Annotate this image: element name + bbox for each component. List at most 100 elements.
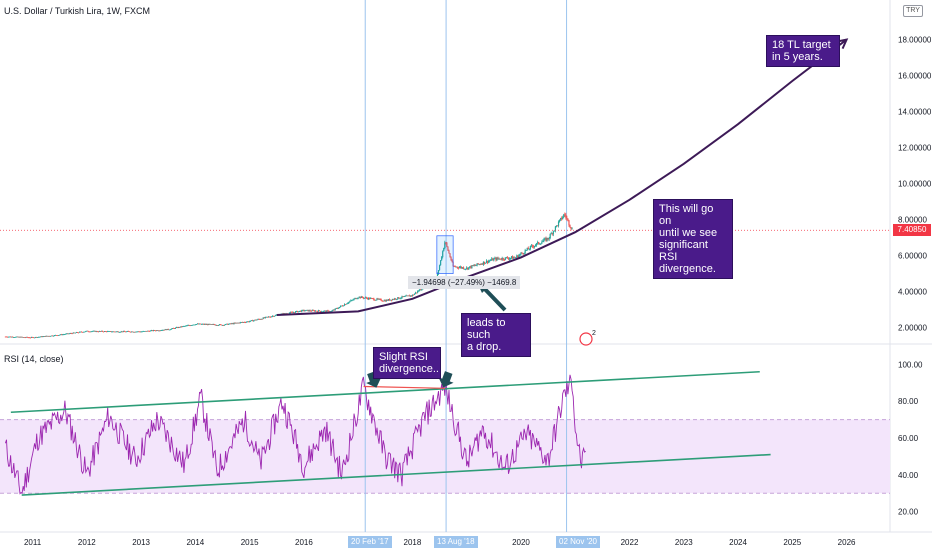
candle-body <box>243 322 246 323</box>
candle-body <box>494 257 496 259</box>
candle-body <box>197 323 200 325</box>
candle-body <box>419 289 421 291</box>
candle-body <box>199 323 202 325</box>
candle-body <box>454 266 456 268</box>
candle-body <box>532 246 535 248</box>
candle-body <box>132 331 134 333</box>
candle-body <box>161 330 163 331</box>
candle-body <box>126 331 129 332</box>
price-tick-label: 2.00000 <box>898 324 927 333</box>
time-tick-label: 2026 <box>838 538 856 547</box>
candle-body <box>145 330 147 332</box>
candle-body <box>449 253 451 258</box>
candle-body <box>377 298 379 300</box>
candle-body <box>376 298 378 300</box>
candle-body <box>385 299 387 302</box>
candle-body <box>139 331 141 333</box>
candle-body <box>492 258 494 261</box>
candle-body <box>399 298 401 300</box>
candle-body <box>500 259 502 261</box>
candle-body <box>457 267 459 269</box>
candle-body <box>260 318 262 320</box>
candle-body <box>140 331 142 333</box>
candle-body <box>451 260 453 262</box>
candle-body <box>271 315 274 317</box>
candle-body <box>473 265 475 267</box>
annotation-continue[interactable]: This will go on until we see significant… <box>653 199 733 279</box>
time-tick-label: 2025 <box>783 538 801 547</box>
candle-body <box>276 314 278 316</box>
candle-body <box>482 261 485 265</box>
candle-body <box>34 337 36 339</box>
currency-badge[interactable]: TRY <box>903 5 923 17</box>
candle-body <box>438 265 441 271</box>
candle-body <box>488 260 490 263</box>
candle-body <box>520 252 522 255</box>
candle-body <box>508 258 511 260</box>
candle-body <box>269 316 272 318</box>
event-flag-icon <box>579 332 593 346</box>
candle-body <box>504 257 506 260</box>
candle-body <box>159 330 161 332</box>
annotation-divergence[interactable]: Slight RSI divergence.. <box>373 347 441 379</box>
candle-body <box>175 327 178 329</box>
candle-body <box>124 331 127 333</box>
candle-body <box>186 325 188 327</box>
time-tick-label: 2024 <box>729 538 747 547</box>
candle-body <box>171 328 174 329</box>
candle-body <box>531 245 534 247</box>
candle-body <box>213 324 215 325</box>
candle-body <box>257 319 259 320</box>
candle-body <box>105 331 107 333</box>
annotation-drop[interactable]: leads to such a drop. <box>461 313 531 357</box>
candle-body <box>96 331 98 332</box>
candle-body <box>222 325 225 326</box>
candle-body <box>73 332 75 334</box>
candle-body <box>168 329 170 331</box>
candle-body <box>486 260 489 263</box>
candle-body <box>409 295 411 297</box>
candle-body <box>476 263 478 266</box>
candle-body <box>100 330 103 332</box>
candle-body <box>81 331 83 333</box>
candle-body <box>472 265 474 267</box>
candle-body <box>78 331 81 333</box>
candle-body <box>411 294 414 296</box>
candle-body <box>15 336 17 338</box>
candle-body <box>541 242 543 244</box>
candle-body <box>460 266 463 269</box>
annotation-target[interactable]: 18 TL target in 5 years. <box>766 35 840 67</box>
candle-body <box>253 320 255 322</box>
candle-body <box>192 324 194 326</box>
candle-body <box>537 242 539 244</box>
candle-body <box>72 332 74 334</box>
price-tick-label: 14.00000 <box>898 108 932 117</box>
candle-body <box>25 336 27 338</box>
candle-body <box>51 335 53 337</box>
candle-body <box>87 330 89 332</box>
candle-body <box>106 331 108 333</box>
candle-body <box>85 331 87 332</box>
candle-body <box>112 331 114 333</box>
candle-body <box>115 331 117 333</box>
candle-body <box>261 318 263 320</box>
candle-body <box>158 330 160 332</box>
candle-body <box>481 263 483 265</box>
candle-body <box>421 289 423 291</box>
candle-body <box>86 330 88 332</box>
candle-body <box>291 312 294 313</box>
candle-body <box>489 260 491 262</box>
time-tick-label: 2013 <box>132 538 150 547</box>
candle-body <box>218 324 220 326</box>
candle-body <box>107 331 109 333</box>
candle-body <box>20 336 22 338</box>
candle-body <box>204 324 206 325</box>
candle-body <box>127 331 130 332</box>
candle-body <box>155 330 157 332</box>
candle-body <box>265 316 267 318</box>
candle-body <box>27 337 29 339</box>
candle-body <box>21 336 23 338</box>
candle-body <box>503 259 505 261</box>
candle-body <box>529 246 531 250</box>
candle-body <box>233 322 235 324</box>
